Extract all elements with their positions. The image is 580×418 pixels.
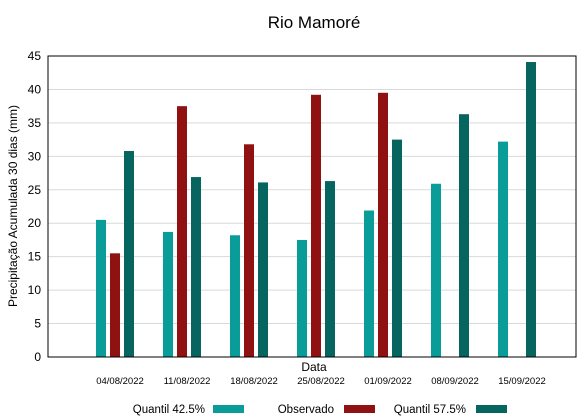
y-tick-label: 20 bbox=[28, 216, 42, 230]
y-tick-labels: 0 5 10 15 20 25 30 35 40 45 bbox=[28, 49, 42, 364]
y-tick-label: 15 bbox=[28, 250, 42, 264]
bar-quantil-57 bbox=[459, 114, 469, 358]
x-axis-label: Data bbox=[301, 360, 327, 374]
bars bbox=[96, 62, 536, 358]
bar-quantil-42 bbox=[498, 141, 508, 357]
legend-swatch bbox=[344, 405, 375, 413]
x-tick-label: 08/09/2022 bbox=[431, 376, 479, 387]
bar-quantil-57 bbox=[526, 62, 536, 358]
y-axis-label: Precipitação Acumulada 30 dias (mm) bbox=[6, 105, 20, 307]
legend-label: Observado bbox=[278, 404, 334, 416]
x-tick-label: 04/08/2022 bbox=[96, 376, 144, 387]
bar-quantil-42 bbox=[230, 235, 240, 357]
bar-observado bbox=[311, 94, 321, 357]
bar-quantil-42 bbox=[364, 210, 374, 357]
y-tick-label: 5 bbox=[34, 317, 41, 331]
bar-observado bbox=[244, 144, 254, 357]
chart-title: Rio Mamoré bbox=[268, 13, 361, 32]
bar-quantil-42 bbox=[96, 219, 106, 357]
y-tick-label: 40 bbox=[28, 82, 42, 96]
legend-label: Quantil 42.5% bbox=[133, 404, 205, 416]
x-tick-label: 15/09/2022 bbox=[498, 376, 546, 387]
bar-observado bbox=[378, 92, 388, 358]
bar-quantil-57 bbox=[258, 182, 268, 357]
bar-quantil-57 bbox=[325, 181, 335, 357]
y-tick-label: 30 bbox=[28, 149, 42, 163]
y-tick-label: 0 bbox=[34, 350, 41, 364]
legend: Quantil 42.5% Observado Quantil 57.5% bbox=[133, 404, 507, 416]
bar-quantil-42 bbox=[431, 183, 441, 357]
legend-label: Quantil 57.5% bbox=[394, 404, 466, 416]
y-tick-label: 45 bbox=[28, 49, 42, 63]
bar-quantil-57 bbox=[392, 139, 402, 357]
x-tick-label: 25/08/2022 bbox=[297, 376, 345, 387]
legend-swatch bbox=[476, 405, 507, 413]
x-tick-label: 01/09/2022 bbox=[364, 376, 412, 387]
x-tick-label: 18/08/2022 bbox=[230, 376, 278, 387]
bar-observado bbox=[177, 106, 187, 358]
x-tick-label: 11/08/2022 bbox=[164, 376, 211, 387]
bar-quantil-57 bbox=[124, 150, 134, 357]
legend-swatch bbox=[213, 405, 244, 413]
bar-quantil-57 bbox=[191, 177, 201, 357]
y-tick-label: 25 bbox=[28, 183, 42, 197]
bar-observado bbox=[110, 253, 120, 357]
y-tick-label: 35 bbox=[28, 116, 42, 130]
y-tick-label: 10 bbox=[28, 283, 42, 297]
bar-quantil-42 bbox=[297, 239, 307, 357]
bar-quantil-42 bbox=[163, 231, 173, 357]
x-tick-labels: 04/08/2022 11/08/2022 18/08/2022 25/08/2022… bbox=[96, 376, 546, 387]
plot-frame bbox=[47, 55, 577, 358]
